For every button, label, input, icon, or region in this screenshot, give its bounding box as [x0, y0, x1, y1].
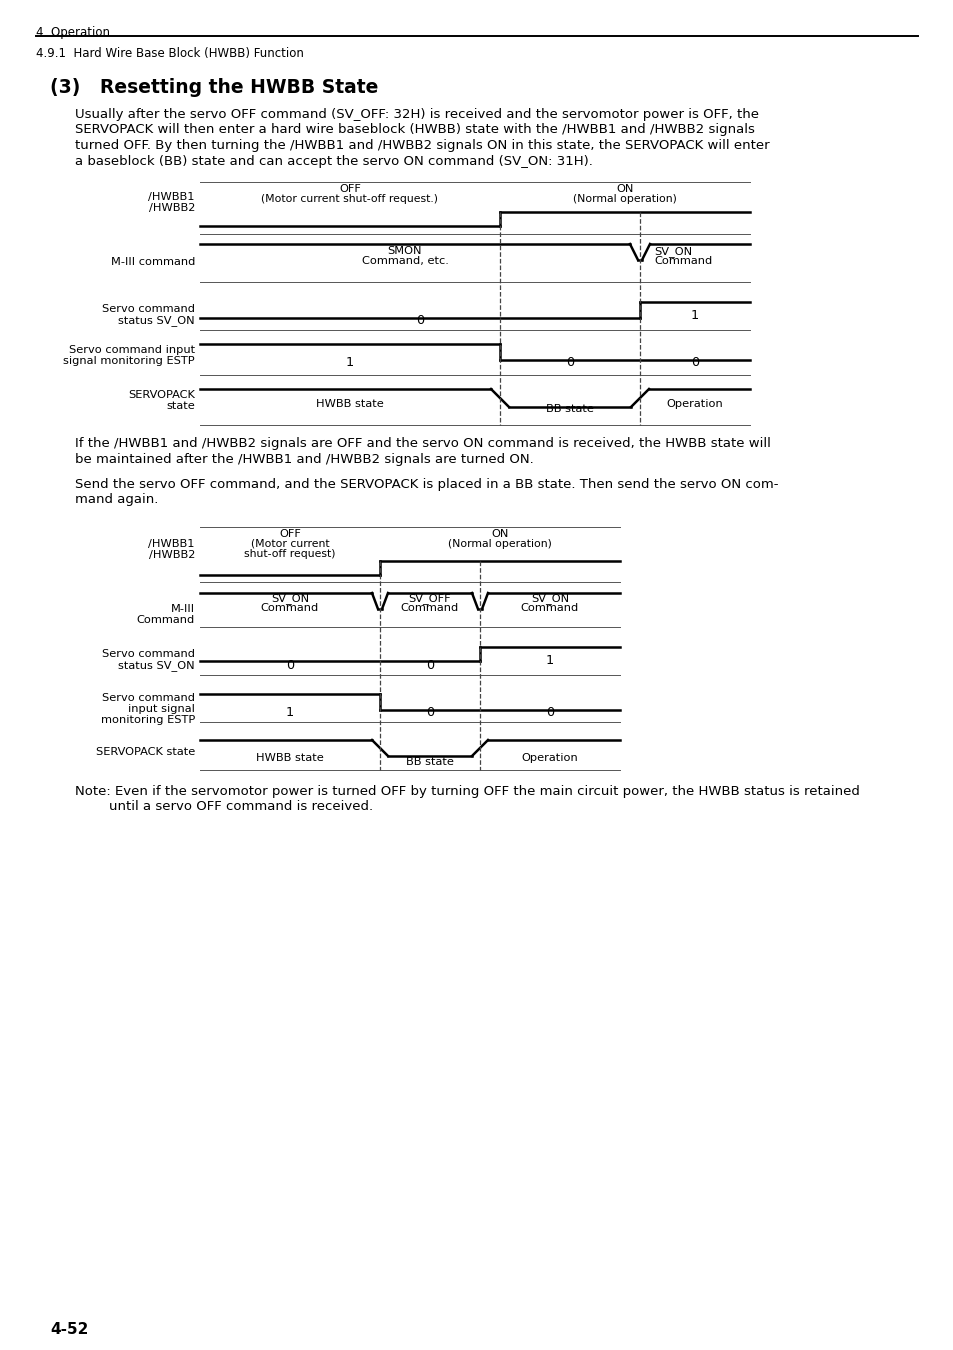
Text: (Normal operation): (Normal operation)	[573, 194, 677, 204]
Text: SV_OFF: SV_OFF	[408, 593, 451, 603]
Text: (3)   Resetting the HWBB State: (3) Resetting the HWBB State	[50, 78, 378, 97]
Text: 0: 0	[425, 706, 434, 720]
Text: status SV_ON: status SV_ON	[118, 315, 194, 325]
Text: SERVOPACK: SERVOPACK	[128, 390, 194, 400]
Text: /HWBB1: /HWBB1	[149, 539, 194, 549]
Text: M-III command: M-III command	[111, 256, 194, 267]
Text: state: state	[166, 401, 194, 410]
Text: SERVOPACK will then enter a hard wire baseblock (HWBB) state with the /HWBB1 and: SERVOPACK will then enter a hard wire ba…	[75, 123, 754, 136]
Text: /HWBB2: /HWBB2	[149, 549, 194, 560]
Text: status SV_ON: status SV_ON	[118, 660, 194, 671]
Text: /HWBB2: /HWBB2	[149, 202, 194, 213]
Text: Servo command: Servo command	[102, 693, 194, 703]
Text: (Normal operation): (Normal operation)	[448, 539, 552, 549]
Text: 1: 1	[545, 653, 554, 667]
Text: ON: ON	[491, 529, 508, 539]
Text: Command: Command	[136, 616, 194, 625]
Text: HWBB state: HWBB state	[255, 753, 323, 763]
Text: (Motor current shut-off request.): (Motor current shut-off request.)	[261, 194, 438, 204]
Text: 0: 0	[425, 659, 434, 672]
Text: until a servo OFF command is received.: until a servo OFF command is received.	[75, 801, 373, 814]
Text: 4.9.1  Hard Wire Base Block (HWBB) Function: 4.9.1 Hard Wire Base Block (HWBB) Functi…	[36, 47, 304, 59]
Text: 4-52: 4-52	[50, 1322, 89, 1336]
Text: SERVOPACK state: SERVOPACK state	[95, 747, 194, 757]
Text: ON: ON	[616, 184, 633, 194]
Text: SMON: SMON	[387, 246, 422, 256]
Text: Command: Command	[654, 256, 712, 266]
Text: 4  Operation: 4 Operation	[36, 26, 110, 39]
Text: turned OFF. By then turning the /HWBB1 and /HWBB2 signals ON in this state, the : turned OFF. By then turning the /HWBB1 a…	[75, 139, 769, 153]
Text: 0: 0	[286, 659, 294, 672]
Text: SV_ON: SV_ON	[654, 246, 691, 256]
Text: shut-off request): shut-off request)	[244, 549, 335, 559]
Text: 0: 0	[565, 356, 574, 369]
Text: Servo command input: Servo command input	[69, 346, 194, 355]
Text: OFF: OFF	[338, 184, 360, 194]
Text: Usually after the servo OFF command (SV_OFF: 32H) is received and the servomotor: Usually after the servo OFF command (SV_…	[75, 108, 759, 122]
Text: Command: Command	[400, 603, 458, 613]
Text: /HWBB1: /HWBB1	[149, 192, 194, 202]
Text: input signal: input signal	[128, 703, 194, 714]
Text: Command: Command	[260, 603, 319, 613]
Text: Command: Command	[520, 603, 578, 613]
Text: OFF: OFF	[279, 529, 300, 539]
Text: monitoring ESTP: monitoring ESTP	[101, 716, 194, 725]
Text: M-III: M-III	[171, 603, 194, 614]
Text: If the /HWBB1 and /HWBB2 signals are OFF and the servo ON command is received, t: If the /HWBB1 and /HWBB2 signals are OFF…	[75, 437, 770, 450]
Text: 1: 1	[690, 309, 699, 323]
Text: 1: 1	[286, 706, 294, 720]
Text: Servo command: Servo command	[102, 304, 194, 315]
Text: mand again.: mand again.	[75, 494, 158, 506]
Text: Send the servo OFF command, and the SERVOPACK is placed in a BB state. Then send: Send the servo OFF command, and the SERV…	[75, 478, 778, 491]
Text: BB state: BB state	[545, 404, 594, 414]
Text: Servo command: Servo command	[102, 649, 194, 659]
Text: Operation: Operation	[666, 400, 722, 409]
Text: a baseblock (BB) state and can accept the servo ON command (SV_ON: 31H).: a baseblock (BB) state and can accept th…	[75, 154, 592, 167]
Text: HWBB state: HWBB state	[315, 400, 383, 409]
Text: 1: 1	[346, 356, 354, 369]
Text: signal monitoring ESTP: signal monitoring ESTP	[63, 356, 194, 366]
Text: 0: 0	[690, 356, 699, 369]
Text: 0: 0	[416, 315, 424, 327]
Text: Note: Even if the servomotor power is turned OFF by turning OFF the main circuit: Note: Even if the servomotor power is tu…	[75, 784, 859, 798]
Text: SV_ON: SV_ON	[271, 593, 309, 603]
Text: SV_ON: SV_ON	[531, 593, 569, 603]
Text: Operation: Operation	[521, 753, 578, 763]
Text: be maintained after the /HWBB1 and /HWBB2 signals are turned ON.: be maintained after the /HWBB1 and /HWBB…	[75, 452, 533, 466]
Text: 0: 0	[545, 706, 554, 720]
Text: (Motor current: (Motor current	[251, 539, 329, 549]
Text: BB state: BB state	[406, 757, 454, 767]
Text: Command, etc.: Command, etc.	[361, 256, 448, 266]
